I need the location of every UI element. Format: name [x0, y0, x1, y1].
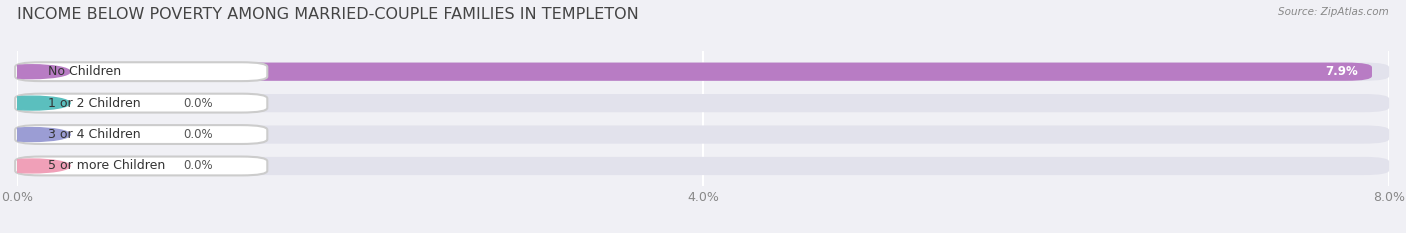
- Text: INCOME BELOW POVERTY AMONG MARRIED-COUPLE FAMILIES IN TEMPLETON: INCOME BELOW POVERTY AMONG MARRIED-COUPL…: [17, 7, 638, 22]
- FancyBboxPatch shape: [17, 157, 1389, 175]
- Text: 0.0%: 0.0%: [183, 159, 212, 172]
- FancyBboxPatch shape: [17, 94, 163, 112]
- Text: 0.0%: 0.0%: [183, 128, 212, 141]
- Text: 5 or more Children: 5 or more Children: [48, 159, 165, 172]
- Text: 1 or 2 Children: 1 or 2 Children: [48, 97, 141, 110]
- Text: Source: ZipAtlas.com: Source: ZipAtlas.com: [1278, 7, 1389, 17]
- Text: 0.0%: 0.0%: [183, 97, 212, 110]
- FancyBboxPatch shape: [17, 125, 1389, 144]
- Text: No Children: No Children: [48, 65, 121, 78]
- FancyBboxPatch shape: [17, 94, 1389, 112]
- FancyBboxPatch shape: [15, 157, 267, 175]
- Circle shape: [0, 65, 70, 79]
- FancyBboxPatch shape: [15, 62, 267, 81]
- Text: 7.9%: 7.9%: [1326, 65, 1358, 78]
- FancyBboxPatch shape: [17, 157, 163, 175]
- Circle shape: [0, 159, 70, 173]
- Circle shape: [0, 128, 70, 141]
- Circle shape: [0, 96, 70, 110]
- FancyBboxPatch shape: [17, 125, 163, 144]
- FancyBboxPatch shape: [15, 94, 267, 113]
- FancyBboxPatch shape: [15, 125, 267, 144]
- FancyBboxPatch shape: [17, 63, 1389, 81]
- FancyBboxPatch shape: [17, 63, 1372, 81]
- Text: 3 or 4 Children: 3 or 4 Children: [48, 128, 141, 141]
